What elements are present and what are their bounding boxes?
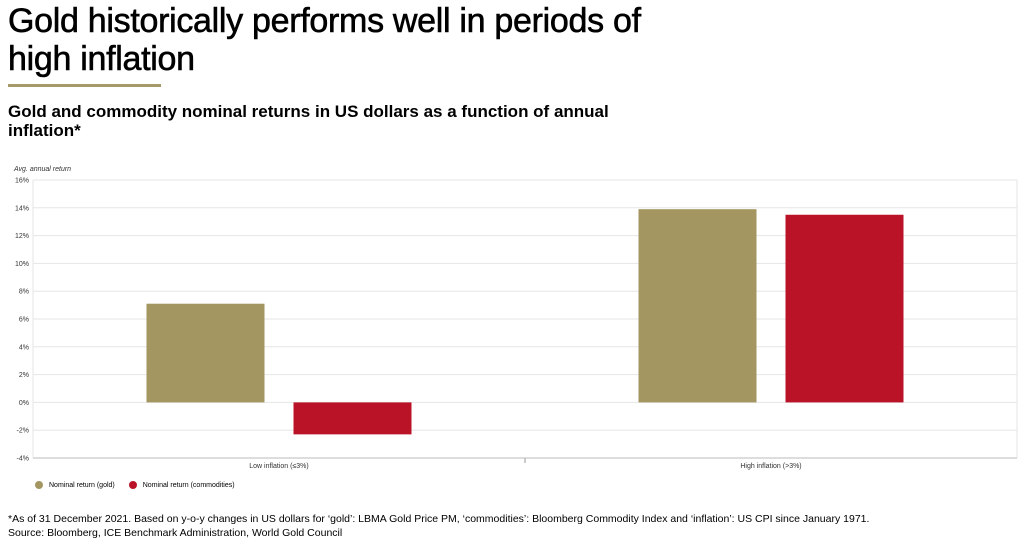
bar-gold [146, 303, 265, 403]
chart-subtitle: Gold and commodity nominal returns in US… [8, 102, 609, 140]
y-tick-label: 16% [15, 178, 29, 185]
y-tick-label: 8% [19, 289, 29, 296]
bar-gold [638, 209, 757, 403]
bar-commodities [785, 214, 904, 403]
y-tick-label: 2% [19, 372, 29, 379]
x-tick-label: High inflation (>3%) [740, 463, 801, 470]
footnote-source: Source: Bloomberg, ICE Benchmark Adminis… [8, 527, 343, 539]
legend-label-gold: Nominal return (gold) [49, 481, 115, 489]
bar-chart: Avg. annual return -4% -2% 0% 2% 4% 6% 8% 10% 12… [0, 160, 1024, 500]
x-tick-label: Low inflation (≤3%) [249, 463, 308, 470]
footnote-note: *As of 31 December 2021. Based on y-o-y … [8, 513, 870, 525]
bar-commodities [293, 402, 412, 435]
y-axis-label: Avg. annual return [13, 166, 71, 173]
chart-svg: Avg. annual return -4% -2% 0% 2% 4% 6% 8% 10% 12… [13, 166, 1018, 470]
y-tick-label: -2% [17, 428, 29, 435]
y-tick-label: 14% [15, 205, 29, 212]
y-tick-label: 0% [19, 400, 29, 407]
title-underline [8, 84, 161, 87]
y-tick-label: 10% [15, 261, 29, 268]
footnote: *As of 31 December 2021. Based on y-o-y … [8, 512, 1008, 540]
y-tick-label: 12% [15, 233, 29, 240]
y-tick-label: 6% [19, 317, 29, 324]
legend-item-commodities: Nominal return (commodities) [128, 481, 235, 489]
legend-label-commodities: Nominal return (commodities) [142, 481, 235, 489]
legend-item-gold: Nominal return (gold) [35, 481, 115, 489]
legend-swatch-gold [35, 481, 43, 489]
y-tick-label: -4% [17, 456, 29, 463]
y-tick-label: 4% [19, 344, 29, 351]
page-title: Gold historically performs well in perio… [8, 2, 642, 79]
legend-swatch-commodities [128, 481, 137, 489]
chart-legend: Nominal return (gold) Nominal return (co… [35, 481, 249, 489]
